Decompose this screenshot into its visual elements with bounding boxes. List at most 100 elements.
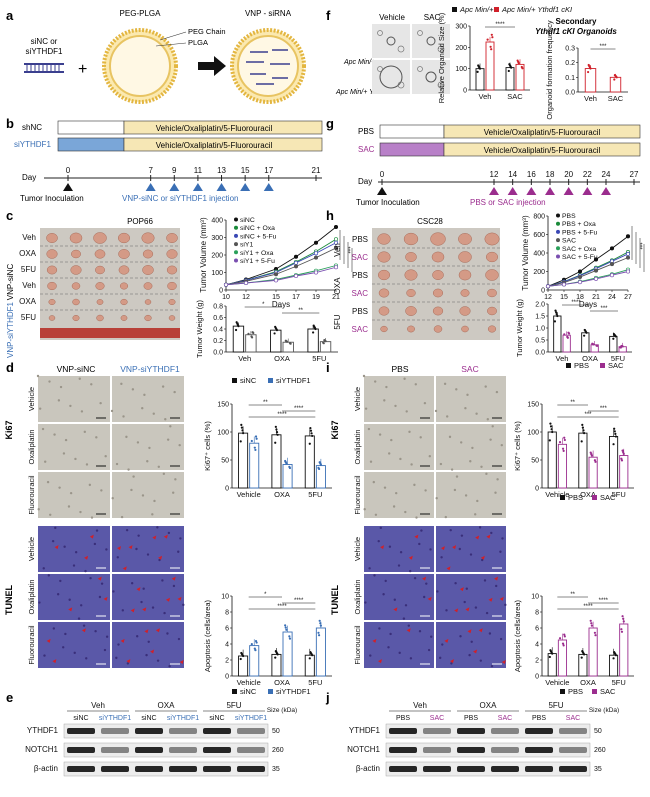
tissue-texture xyxy=(182,603,185,607)
x-tick-label: 27 xyxy=(624,294,632,301)
tumor-specimen xyxy=(47,281,57,291)
tissue-texture xyxy=(397,564,401,567)
blot-size-marker: 35 xyxy=(594,766,602,773)
organoid xyxy=(437,45,445,53)
blot-lane-label: PBS xyxy=(396,715,410,722)
replicate-dot xyxy=(548,655,551,659)
replicate-dot xyxy=(614,435,618,438)
significance-label: *** xyxy=(344,246,350,254)
blot-band xyxy=(67,747,95,753)
replicate-dot xyxy=(614,335,617,338)
histology-grid-i: Vehicle Oxaliplatin Fluorouracil Vehicle Oxa… xyxy=(353,374,507,668)
tissue-texture xyxy=(369,460,373,463)
injection-arrow-icon xyxy=(545,187,555,195)
blot-band-label: YTHDF1 xyxy=(27,726,59,735)
replicate-dot xyxy=(550,428,553,431)
sirna-strand-icon xyxy=(24,63,64,73)
tissue-texture xyxy=(378,627,381,630)
tunel-positive-arrow-icon xyxy=(446,566,451,571)
tissue-texture xyxy=(88,483,92,487)
blot-band xyxy=(237,766,265,772)
organoid xyxy=(377,30,383,36)
x-category-label: SAC xyxy=(608,94,624,103)
timeline-day-label: 22 xyxy=(583,170,592,179)
replicate-dot xyxy=(612,443,615,446)
histology-image xyxy=(436,424,506,470)
bar xyxy=(581,332,590,353)
data-point xyxy=(609,262,615,267)
tissue-texture xyxy=(425,582,428,585)
tunel-positive-arrow-icon xyxy=(454,608,459,613)
series-line xyxy=(225,247,337,286)
x-category-label: Vehicle xyxy=(545,678,569,687)
tissue-texture xyxy=(38,601,41,604)
replicate-dot xyxy=(563,436,566,439)
tissue-texture xyxy=(72,564,76,567)
tissue-texture xyxy=(127,468,130,471)
tunel-positive-arrow-icon xyxy=(89,534,94,539)
replicate-dot xyxy=(319,622,322,625)
timeline-ticks-b: 0 7 9 11 13 15 17 21 xyxy=(63,166,321,191)
blot-lane-label: siYTHDF1 xyxy=(99,715,131,722)
y-tick-label: 400 xyxy=(533,251,545,258)
blot-band xyxy=(203,728,231,734)
legend-marker xyxy=(556,254,560,259)
histology-image xyxy=(112,376,184,422)
data-point xyxy=(313,251,319,256)
blot-band xyxy=(237,747,265,753)
tissue-texture xyxy=(398,651,401,655)
significance-label: *** xyxy=(584,412,592,418)
blot-band xyxy=(203,766,231,772)
panel-letter-j: j xyxy=(325,690,330,705)
y-tick-label: 300 xyxy=(211,235,223,242)
data-point xyxy=(593,276,599,281)
tunel-positive-arrow-icon xyxy=(486,534,491,539)
tissue-texture xyxy=(490,531,493,535)
bar xyxy=(319,341,332,353)
data-point xyxy=(333,240,339,245)
peg-plga-nanoparticle-icon xyxy=(102,28,178,104)
legend-label: siYTHDF1 xyxy=(276,687,311,696)
organoid-image xyxy=(412,24,450,58)
tunel-positive-arrow-icon xyxy=(155,628,160,633)
replicate-dot xyxy=(319,624,322,627)
blot-lane-label: siNC xyxy=(209,715,224,722)
data-point xyxy=(577,274,583,280)
siythdf1-treatment-bar xyxy=(123,137,323,152)
tumor-row-label: SAC xyxy=(352,253,369,262)
blot-lane-label: siYTHDF1 xyxy=(167,715,199,722)
y-tick-label: 0.4 xyxy=(213,327,223,334)
tumor-specimen xyxy=(403,232,419,246)
y-tick-label: 4 xyxy=(535,642,539,649)
blot-band xyxy=(101,766,129,772)
tunel-positive-arrow-icon xyxy=(163,534,168,539)
tumor-group-label: 5FU xyxy=(333,314,342,329)
blot-strip xyxy=(385,723,591,739)
panel-letter-e: e xyxy=(6,690,13,705)
injection-arrow-icon xyxy=(582,187,593,195)
y-tick-label: 0.0 xyxy=(535,350,545,357)
vnp-sinc-group-label: VNP-siNC xyxy=(6,264,15,301)
tissue-texture xyxy=(379,526,382,530)
significance-label: **** xyxy=(277,412,287,418)
replicate-dot xyxy=(242,432,245,435)
replicate-dot xyxy=(239,657,242,661)
tunel-positive-arrow-icon xyxy=(120,638,125,643)
tissue-texture xyxy=(469,553,473,556)
tumor-specimen xyxy=(95,282,105,290)
tissue-texture xyxy=(137,534,140,537)
tissue-texture xyxy=(53,433,56,436)
blot-size-marker: 260 xyxy=(272,747,284,754)
tumor-row-label: SAC xyxy=(352,325,369,334)
blot-group-label: 5FU xyxy=(548,701,563,710)
tunel-positive-arrow-icon xyxy=(465,607,470,612)
panel-h: h CSC28 PBS SAC PBS SAC PBS SAC Veh OXA 5FU 0 200… xyxy=(326,208,645,370)
tumor-specimen xyxy=(404,269,418,281)
replicate-dot xyxy=(510,66,513,69)
replicate-dot xyxy=(507,69,510,73)
tumor-specimen xyxy=(168,315,176,321)
tumor-row-label: 5FU xyxy=(21,313,36,322)
data-point xyxy=(625,234,631,239)
replicate-dot xyxy=(285,462,288,465)
tissue-texture xyxy=(94,630,97,633)
